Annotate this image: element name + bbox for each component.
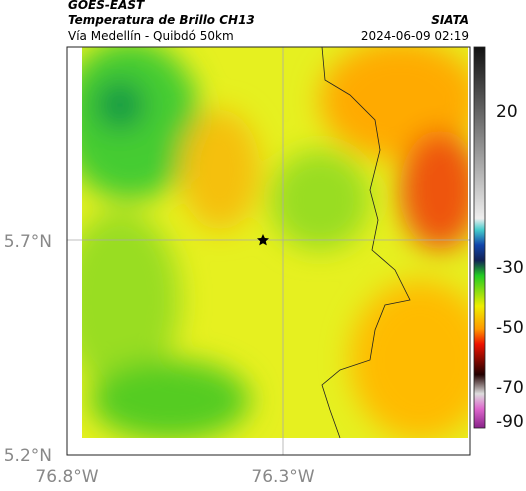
- source: SIATA: [431, 13, 469, 27]
- location-marker: [257, 234, 269, 246]
- border: [321, 46, 411, 439]
- colorbar: [473, 46, 486, 429]
- frame: [66, 46, 471, 456]
- lon-label: 76.3°W: [251, 467, 314, 487]
- datetime: 2024-06-09 02:19: [361, 29, 469, 43]
- lon-label: 76.8°W: [35, 467, 98, 487]
- location: Vía Medellín - Quibdó 50km: [68, 29, 234, 43]
- colorbar-tick-label: -90: [496, 412, 524, 432]
- colorbar-tick-label: -30: [496, 258, 524, 278]
- colorbar-tick-label: -70: [496, 378, 524, 398]
- lat-label: 5.7°N: [4, 232, 52, 252]
- brightness-field: [82, 47, 468, 438]
- subtitle: Temperatura de Brillo CH13: [68, 13, 255, 27]
- colorbar-tick-label: 20: [496, 102, 518, 122]
- title: GOES-EAST: [68, 0, 145, 12]
- colorbar-tick-label: -50: [496, 318, 524, 338]
- lat-label: 5.2°N: [4, 446, 52, 466]
